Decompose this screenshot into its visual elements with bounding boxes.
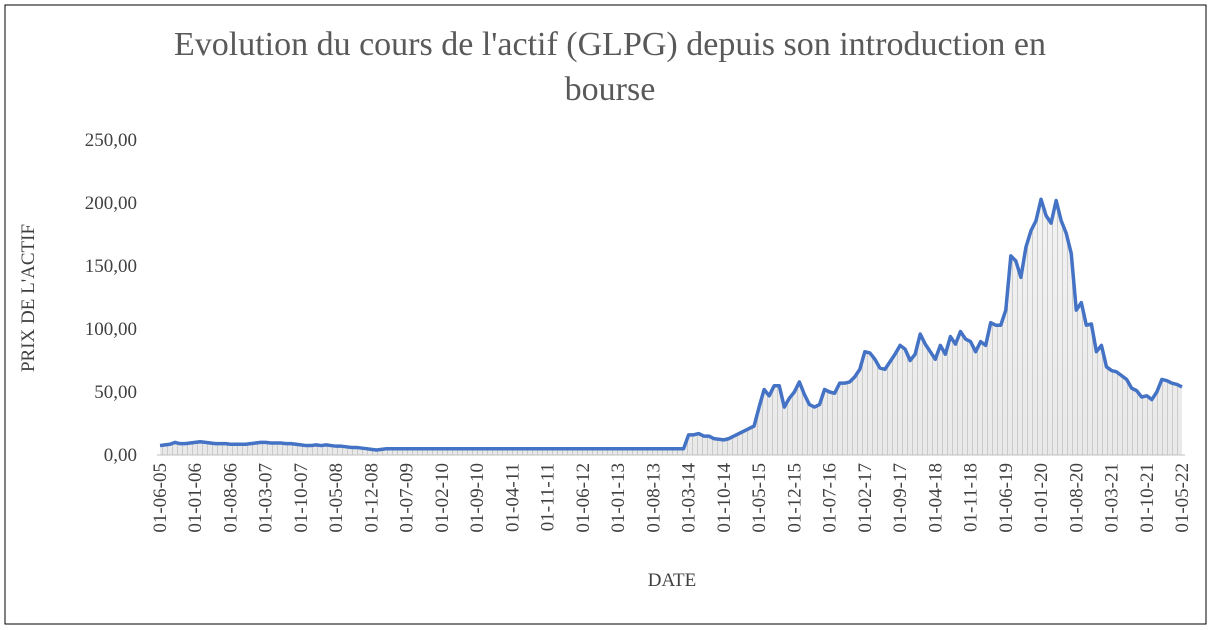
- x-tick-label: 01-06-19: [996, 463, 1017, 533]
- x-tick-label: 01-02-10: [432, 463, 453, 533]
- x-tick-label: 01-11-11: [538, 463, 559, 531]
- y-tick-label: 0,00: [104, 445, 137, 466]
- x-tick-label: 01-04-11: [502, 463, 523, 532]
- x-tick-label: 01-05-22: [1172, 463, 1193, 533]
- chart-title: Evolution du cours de l'actif (GLPG) dep…: [173, 26, 1047, 108]
- x-tick-label: 01-01-06: [185, 463, 206, 533]
- x-tick-label: 01-01-13: [608, 463, 629, 533]
- x-tick-label: 01-02-17: [855, 463, 876, 533]
- x-tick-label: 01-10-14: [714, 463, 735, 533]
- x-tick-label: 01-10-07: [291, 463, 312, 533]
- x-tick-label: 01-06-05: [150, 463, 171, 533]
- x-tick-label: 01-08-06: [220, 463, 241, 533]
- x-tick-label: 01-04-18: [925, 463, 946, 533]
- x-tick-label: 01-11-18: [961, 463, 982, 532]
- x-tick-label: 01-07-09: [397, 463, 418, 533]
- x-tick-label: 01-01-20: [1031, 463, 1052, 533]
- y-tick-label: 150,00: [85, 256, 137, 277]
- y-tick-label: 200,00: [85, 193, 137, 214]
- x-tick-label: 01-05-15: [749, 463, 770, 533]
- x-axis-title: DATE: [648, 570, 697, 591]
- x-tick-label: 01-03-14: [679, 463, 700, 533]
- y-axis-title: PRIX DE L'ACTIF: [18, 224, 39, 372]
- x-tick-label: 01-08-13: [643, 463, 664, 533]
- x-tick-label: 01-12-08: [361, 463, 382, 533]
- area-shade: [160, 199, 1182, 455]
- y-tick-label: 250,00: [85, 130, 137, 151]
- x-tick-label: 01-09-10: [467, 463, 488, 533]
- x-tick-label: 01-08-20: [1066, 463, 1087, 533]
- x-tick-label: 01-09-17: [890, 463, 911, 533]
- x-tick-label: 01-12-15: [784, 463, 805, 533]
- y-tick-label: 50,00: [94, 382, 137, 403]
- line: [159, 197, 1183, 452]
- y-tick-label: 100,00: [85, 319, 137, 340]
- x-tick-label: 01-03-07: [256, 463, 277, 533]
- x-tick-label: 01-05-08: [326, 463, 347, 533]
- x-tick-label: 01-03-21: [1102, 463, 1123, 533]
- frame: [4, 4, 1207, 625]
- x-tick-label: 01-10-21: [1137, 463, 1158, 533]
- x-tick-label: 01-06-12: [573, 463, 594, 533]
- x-tick-label: 01-07-16: [820, 463, 841, 533]
